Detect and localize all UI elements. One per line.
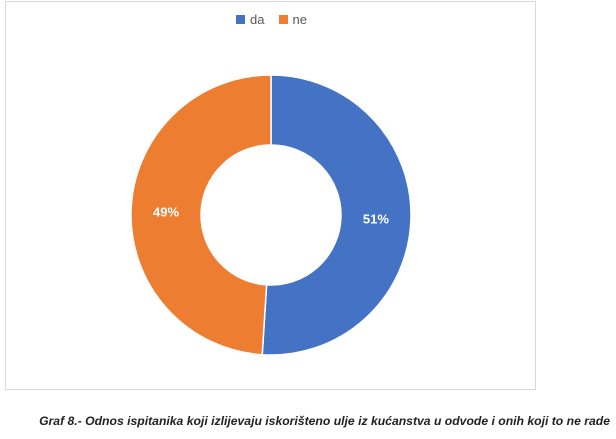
legend-label-ne: ne [292,12,307,27]
legend-swatch-da [236,15,246,24]
legend-label-da: da [250,12,265,27]
donut-chart: 51% 49% [130,74,412,356]
legend-swatch-ne [278,15,288,24]
legend: da ne [6,12,537,27]
legend-item-ne: ne [278,12,307,27]
data-label-da: 51% [363,211,389,226]
slice-ne [130,74,272,356]
chart-area: da ne 51% 49% [5,1,536,390]
figure-caption: Graf 8.- Odnos ispitanika koji izlijevaj… [39,414,610,428]
legend-item-da: da [236,12,265,27]
slice-da [261,74,412,356]
data-label-ne: 49% [153,205,179,220]
